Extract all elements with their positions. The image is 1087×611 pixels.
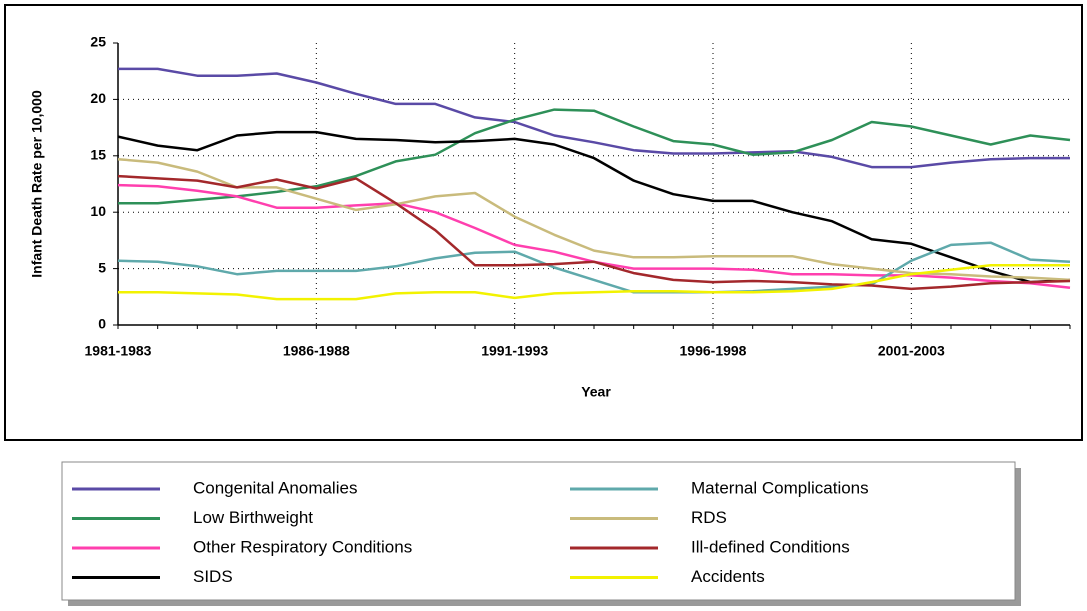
y-tick-label: 15 (90, 147, 106, 163)
y-tick-label: 5 (98, 259, 106, 275)
legend-label: Low Birthweight (193, 508, 313, 527)
legend-label: Congenital Anomalies (193, 478, 357, 497)
y-tick-label: 20 (90, 90, 106, 106)
series-line (117, 241, 1071, 294)
chart-frame (4, 4, 1083, 441)
y-tick-label: 25 (90, 34, 106, 50)
x-tick-label: 1986-1988 (283, 343, 350, 359)
series-line (117, 174, 1071, 291)
series-line (117, 130, 1071, 284)
x-tick-label: 1996-1998 (680, 343, 747, 359)
legend (61, 461, 1016, 601)
x-tick-label: 1991-1993 (481, 343, 548, 359)
legend-label: RDS (691, 508, 727, 527)
y-tick-label: 10 (90, 203, 106, 219)
series-line (118, 67, 1070, 169)
x-tick-label: 2001-2003 (878, 343, 945, 359)
series-line (118, 263, 1070, 301)
legend-label: SIDS (193, 567, 233, 586)
y-tick-label: 0 (98, 316, 106, 332)
legend-label: Ill-defined Conditions (691, 537, 850, 556)
y-axis-label: Infant Death Rate per 10,000 (29, 90, 45, 278)
x-tick-label: 1981-1983 (85, 343, 152, 359)
x-axis-label: Year (581, 384, 611, 400)
legend-label: Other Respiratory Conditions (193, 537, 412, 556)
series-line (118, 108, 1071, 205)
legend-label: Accidents (691, 567, 765, 586)
legend-label: Maternal Complications (691, 478, 869, 497)
